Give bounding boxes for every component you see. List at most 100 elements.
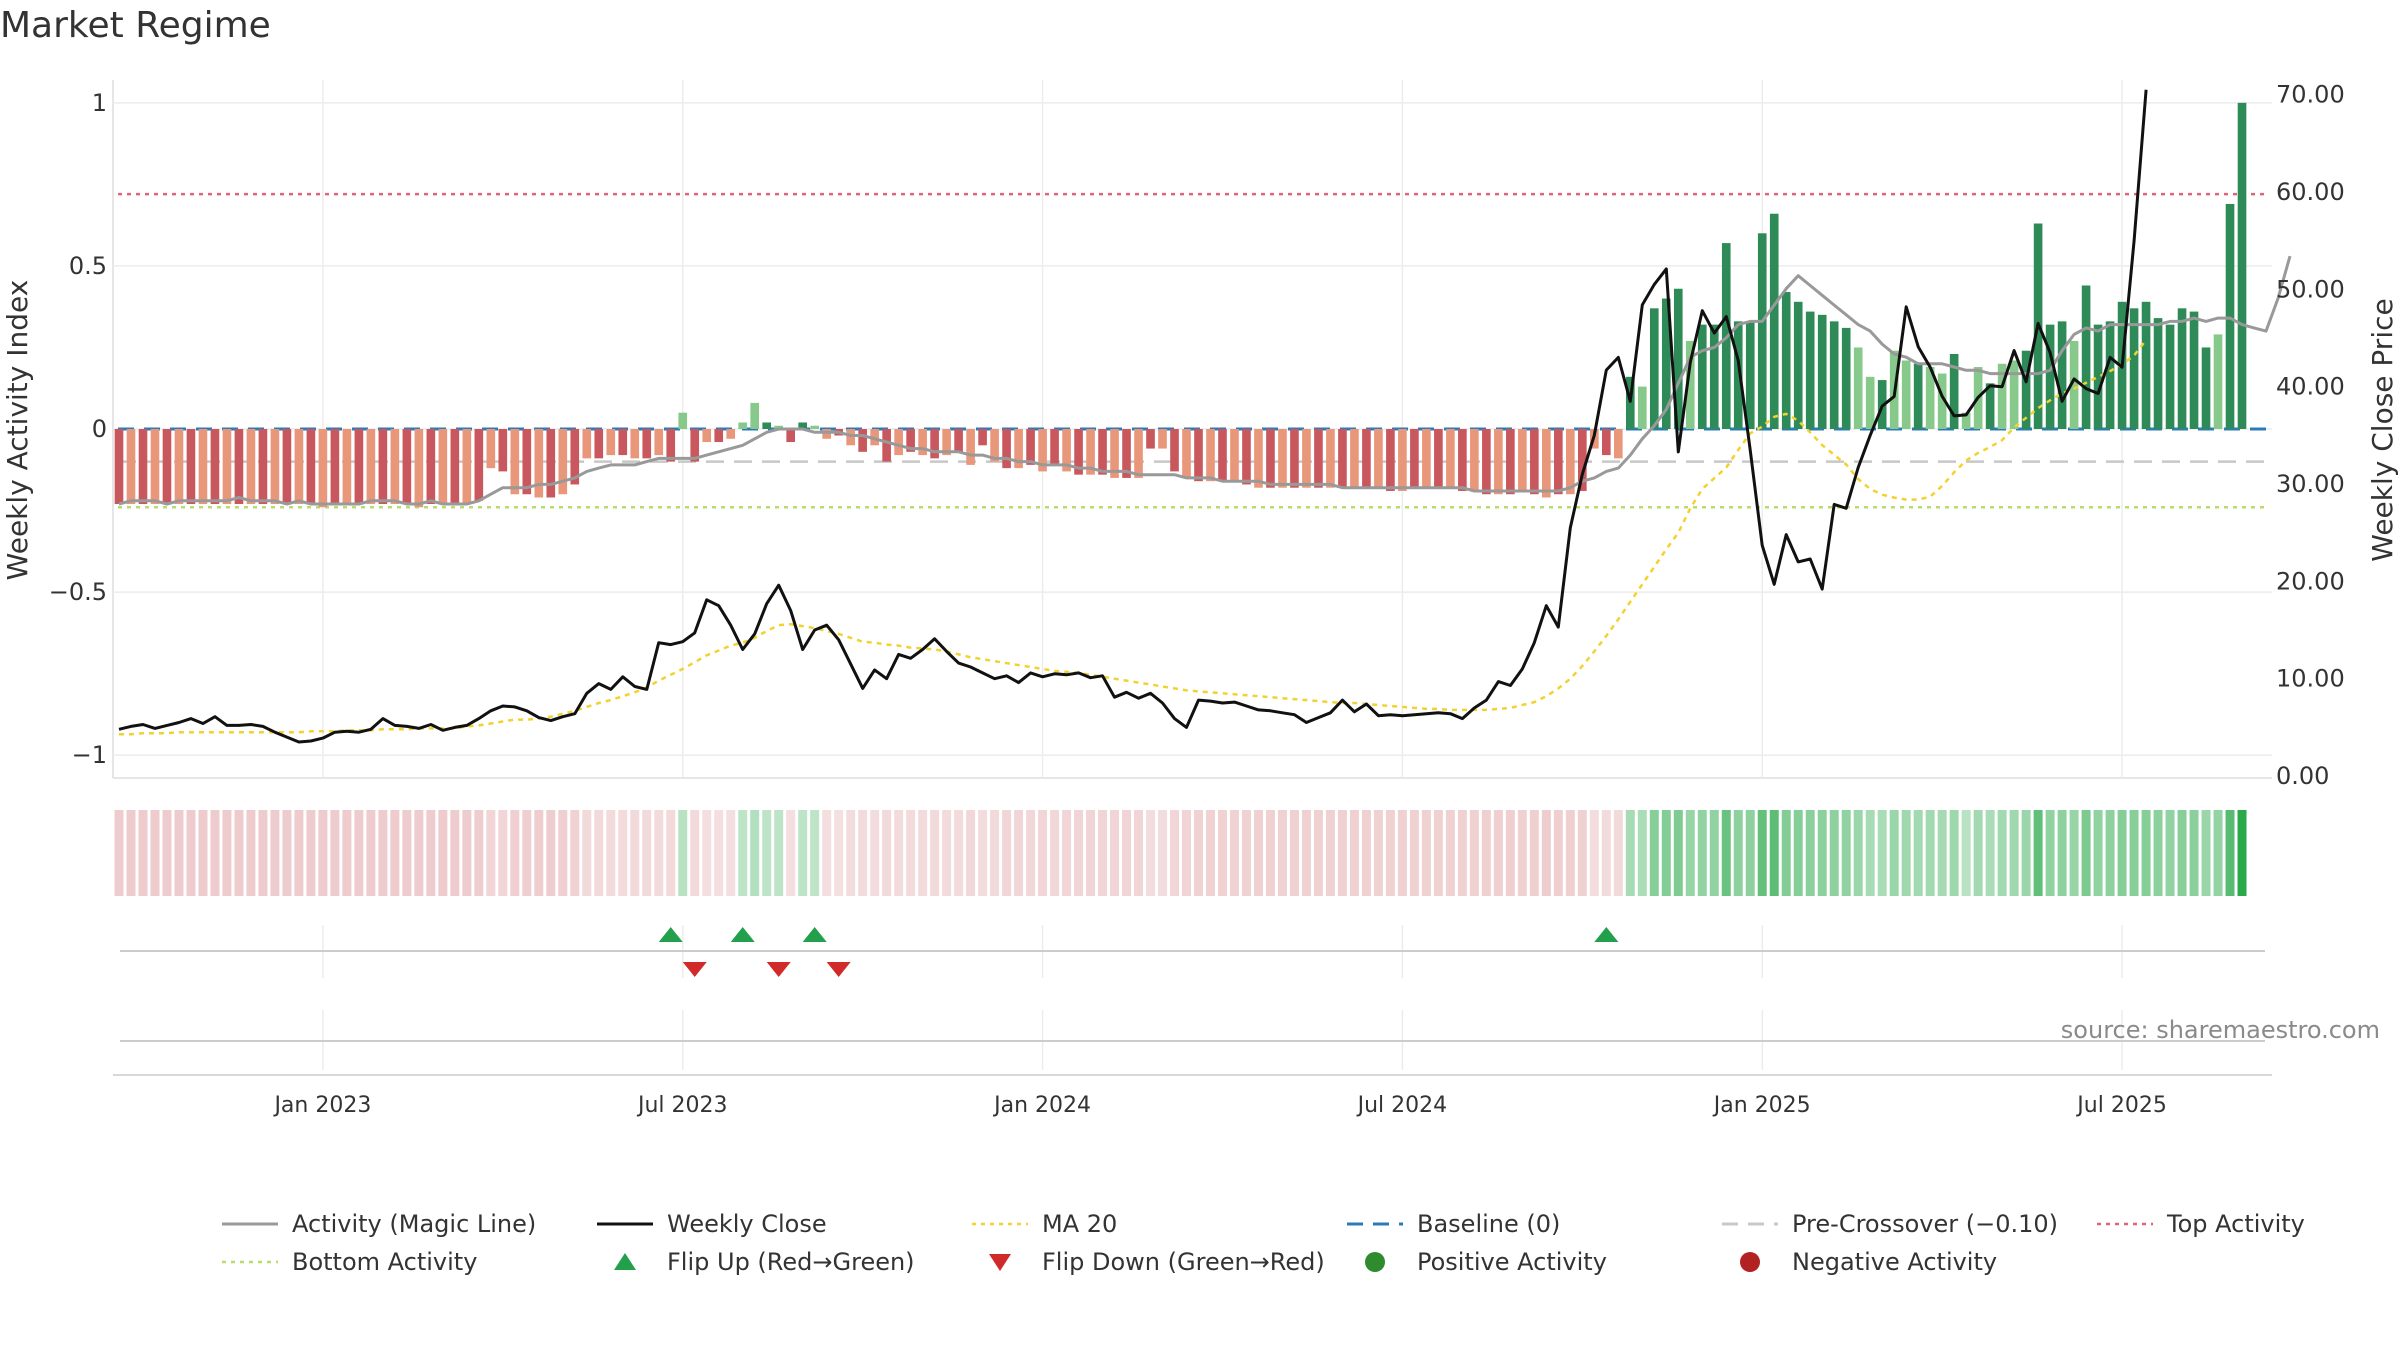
activity-bar	[2141, 301, 2151, 429]
activity-bar	[1302, 429, 1311, 488]
activity-bar	[1182, 429, 1191, 478]
activity-bar	[534, 429, 544, 498]
activity-bar	[1685, 340, 1695, 429]
regime-strip-cell	[1565, 810, 1575, 896]
activity-bar	[2225, 203, 2235, 429]
activity-bar	[1805, 311, 1815, 429]
legend-label: Bottom Activity	[292, 1248, 477, 1276]
legend-item: Baseline (0)	[1347, 1210, 1560, 1238]
regime-strip-cell	[246, 810, 256, 896]
regime-strip-cell	[2201, 810, 2211, 896]
regime-strip-cell	[954, 810, 964, 896]
activity-bar	[2237, 102, 2247, 429]
legend-item: MA 20	[972, 1210, 1117, 1238]
regime-strip-cell	[438, 810, 448, 896]
right-tick-label: 10.00	[2276, 665, 2345, 693]
legend-item: Top Activity	[2097, 1210, 2305, 1238]
activity-bar	[1961, 412, 1971, 429]
activity-bar	[1398, 429, 1407, 491]
activity-bar	[2189, 311, 2199, 429]
legend-label: Pre-Crossover (−0.10)	[1792, 1210, 2058, 1238]
regime-strip-cell	[870, 810, 880, 896]
regime-strip-cell	[2177, 810, 2187, 896]
activity-bar	[1709, 324, 1719, 429]
legend-label: Activity (Magic Line)	[292, 1210, 536, 1238]
regime-strip-cell	[162, 810, 172, 896]
regime-strip-cell	[222, 810, 232, 896]
activity-bar	[714, 429, 724, 443]
activity-bar	[1985, 383, 1995, 429]
activity-bar	[258, 429, 268, 505]
regime-strip-cell	[1781, 810, 1791, 896]
activity-bar	[1338, 429, 1347, 488]
x-tick-label: Jan 2023	[272, 1093, 371, 1118]
activity-bar	[2021, 350, 2031, 429]
regime-strip-cell	[1709, 810, 1719, 896]
activity-bar	[1194, 429, 1203, 482]
regime-strip-cell	[1229, 810, 1239, 896]
activity-bar	[630, 429, 640, 459]
regime-strip-cell	[1098, 810, 1108, 896]
legend: Activity (Magic Line) Weekly Close MA 20 Ba…	[222, 1210, 2305, 1276]
regime-strip-cell	[2237, 810, 2247, 896]
activity-bar	[1242, 429, 1251, 485]
legend-triangle-up-icon	[614, 1253, 636, 1270]
activity-bar	[2177, 308, 2187, 429]
regime-strip-cell	[906, 810, 916, 896]
regime-strip-cell	[762, 810, 772, 896]
activity-bar	[1098, 429, 1107, 475]
activity-bar	[990, 429, 999, 462]
activity-bar	[978, 429, 987, 446]
activity-bar	[1637, 386, 1647, 429]
regime-strip-cell	[1985, 810, 1995, 896]
regime-strip-cell	[2033, 810, 2043, 896]
regime-strip-cell	[1170, 810, 1180, 896]
regime-strip-cell	[474, 810, 484, 896]
activity-bar	[270, 429, 280, 505]
regime-strip-cell	[1313, 810, 1323, 896]
x-tick-label: Jan 2025	[1712, 1093, 1811, 1118]
activity-bar	[2057, 321, 2067, 429]
activity-bar	[594, 429, 604, 459]
activity-bar	[1362, 429, 1371, 488]
regime-strip-cell	[1253, 810, 1263, 896]
regime-strip-cell	[1769, 810, 1779, 896]
regime-strip-cell	[1086, 810, 1096, 896]
regime-strip-cell	[498, 810, 508, 896]
regime-strip-cell	[1373, 810, 1383, 896]
activity-bar	[2129, 308, 2139, 429]
activity-bar	[582, 429, 592, 459]
regime-strip-cell	[1997, 810, 2007, 896]
activity-bar	[1518, 429, 1527, 491]
activity-bar	[1062, 429, 1071, 472]
activity-bar	[726, 429, 736, 439]
regime-strip-cell	[714, 810, 724, 896]
x-tick-label: Jul 2024	[1356, 1093, 1448, 1118]
chart-title: Market Regime	[0, 5, 271, 46]
activity-bar	[1374, 429, 1383, 488]
regime-strip-cell	[1385, 810, 1395, 896]
activity-bar	[1170, 429, 1179, 472]
regime-strip-cell	[678, 810, 688, 896]
activity-bar	[342, 429, 352, 505]
activity-bar	[942, 429, 951, 456]
activity-bar	[546, 429, 556, 498]
activity-bar	[690, 429, 700, 462]
regime-strip-cell	[2117, 810, 2127, 896]
left-tick-label: 0.5	[69, 252, 107, 280]
regime-strip-cell	[1925, 810, 1935, 896]
regime-strip-cell	[414, 810, 424, 896]
activity-bar	[510, 429, 520, 495]
activity-bar	[906, 429, 915, 452]
activity-bar	[1002, 429, 1011, 469]
regime-strip-cell	[642, 810, 652, 896]
activity-bar	[1422, 429, 1431, 488]
right-tick-label: 40.00	[2276, 373, 2345, 401]
regime-strip-cell	[1194, 810, 1203, 896]
regime-strip-cell	[738, 810, 748, 896]
activity-bar	[2165, 324, 2175, 429]
activity-bar	[1470, 429, 1479, 491]
legend-label: Positive Activity	[1417, 1248, 1607, 1276]
regime-strip-cell	[606, 810, 616, 896]
regime-strip-cell	[1625, 810, 1635, 896]
